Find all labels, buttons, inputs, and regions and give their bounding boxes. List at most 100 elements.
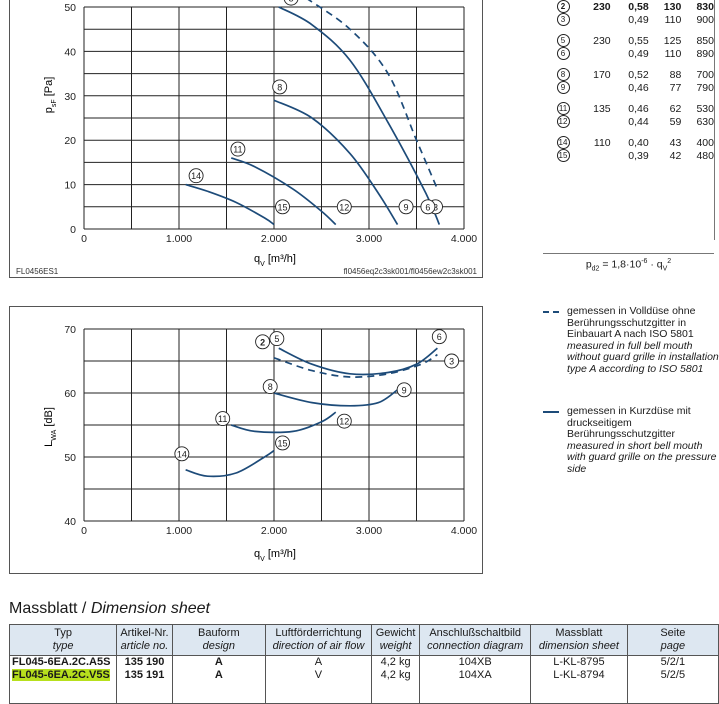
- current-cell: 0,58: [628, 0, 649, 13]
- speed-cell: 830: [696, 0, 714, 13]
- table-row: 12 0,44 59 630: [548, 115, 714, 128]
- current-cell: 0,46: [628, 102, 649, 115]
- svg-text:3: 3: [433, 202, 438, 212]
- current-cell: 0,55: [628, 34, 649, 47]
- sound-x-tick-label: 3.000: [356, 525, 382, 537]
- power-cell: 110: [664, 47, 682, 60]
- column-header: Massblatt dimension sheet: [530, 624, 628, 656]
- pressure-marker-5: 5: [283, 0, 299, 6]
- table-border: [714, 0, 715, 240]
- sound-x-tick-label: 0: [81, 525, 87, 537]
- table-row: 8 170 0,52 88 700: [548, 68, 714, 81]
- pressure-y-tick-label: 30: [64, 91, 76, 103]
- voltage-cell: [578, 13, 611, 26]
- current-cell: 0,46: [628, 81, 649, 94]
- column-header: Bauform design: [171, 624, 266, 656]
- sound-y-tick-label: 40: [64, 516, 76, 528]
- power-cell: 43: [669, 136, 682, 149]
- pressure-y-tick-label: 20: [64, 135, 76, 147]
- pressure-x-axis-label: qV [m³/h]: [254, 253, 296, 268]
- pressure-y-tick-label: 50: [64, 2, 76, 14]
- speed-cell: 480: [696, 149, 714, 162]
- voltage-cell: 110: [593, 136, 611, 149]
- voltage-cell: 230: [593, 34, 611, 47]
- svg-text:11: 11: [233, 145, 242, 155]
- pressure-curve-3: [307, 0, 439, 190]
- operating-point-id: 9: [548, 81, 578, 94]
- table-row: 6 0,49 110 890: [548, 47, 714, 60]
- dimension-sheet-title: Massblatt / Dimension sheet: [9, 600, 210, 617]
- svg-text:5: 5: [274, 334, 279, 344]
- current-cell: 0,39: [628, 149, 649, 162]
- pressure-curve-5: [278, 6, 441, 225]
- dashed-line-swatch: [543, 311, 559, 313]
- svg-text:2: 2: [260, 337, 265, 347]
- sound-chart: 0 1.000 2.000 3.000 4.000 40 50 60 70 2 3 5 6 8 9 11 12…: [43, 324, 477, 563]
- pressure-x-tick-label: 3.000: [356, 233, 382, 245]
- sound-chart-panel: 0 1.000 2.000 3.000 4.000 40 50 60 70 2 3 5 6 8 9 11 12…: [9, 306, 483, 574]
- power-cell: 88: [669, 68, 682, 81]
- svg-text:8: 8: [268, 382, 273, 392]
- speed-cell: 630: [696, 115, 714, 128]
- sound-marker-15: 15: [275, 435, 290, 451]
- column-header: Seite page: [626, 624, 719, 656]
- pressure-marker-15: 15: [275, 199, 290, 215]
- operating-point-id: 12: [548, 115, 578, 128]
- legend-dashed-en: measured in full bell mouth without guar…: [567, 339, 719, 375]
- power-cell: 42: [669, 149, 682, 162]
- sound-x-tick-label: 2.000: [261, 525, 287, 537]
- svg-text:12: 12: [339, 417, 349, 427]
- power-cell: 110: [664, 13, 682, 26]
- power-cell: 59: [669, 115, 682, 128]
- current-cell: 0,40: [628, 136, 649, 149]
- sound-y-axis-label: LWA [dB]: [43, 407, 58, 447]
- current-cell: 0,49: [628, 47, 649, 60]
- current-cell: 0,44: [628, 115, 649, 128]
- svg-text:5: 5: [289, 0, 294, 4]
- svg-text:14: 14: [177, 449, 187, 459]
- sound-marker-6: 6: [431, 329, 447, 345]
- table-row: FL045-6EA.2C.A5S FL045-6EA.2C.V5S 135 190 1…: [8, 655, 719, 704]
- pressure-x-tick-label: 1.000: [166, 233, 192, 245]
- type-cell: FL045-6EA.2C.A5S FL045-6EA.2C.V5S: [8, 655, 118, 704]
- sound-marker-11: 11: [215, 411, 231, 427]
- operating-point-id: 14: [548, 136, 578, 149]
- table-row: 11 135 0,46 62 530: [548, 102, 714, 115]
- pressure-curve-14: [185, 183, 275, 226]
- pressure-curve-8: [273, 99, 399, 226]
- pressure-x-tick-label: 4.000: [451, 233, 477, 245]
- pressure-x-tick-label: 2.000: [261, 233, 287, 245]
- sound-y-tick-label: 50: [64, 452, 76, 464]
- power-cell: 130: [663, 0, 682, 13]
- legend-solid: gemessen in Kurzdüse mit druckseitigem B…: [543, 405, 719, 475]
- legend-solid-en: measured in short bell mouth with guard …: [567, 439, 717, 475]
- article-cell: 135 190 135 191: [116, 655, 173, 704]
- voltage-cell: 135: [593, 102, 611, 115]
- legend-solid-de: gemessen in Kurzdüse mit druckseitigem B…: [567, 405, 691, 440]
- speed-cell: 900: [696, 13, 714, 26]
- column-header: Typ type: [8, 624, 118, 656]
- column-header: Artikel-Nr. article no.: [116, 624, 173, 656]
- weight-cell: 4,2 kg 4,2 kg: [370, 655, 421, 704]
- page-cell: 5/2/1 5/2/5: [626, 655, 719, 704]
- table-row: 14 110 0,40 43 400: [548, 136, 714, 149]
- legend-dashed-de: gemessen in Volldüse ohne Berührungsschu…: [567, 305, 696, 340]
- svg-text:11: 11: [218, 414, 227, 424]
- speed-cell: 700: [696, 68, 714, 81]
- sound-marker-3: 3: [444, 353, 460, 369]
- svg-text:6: 6: [425, 202, 430, 212]
- sound-curve-11: [231, 411, 337, 434]
- pressure-marker-14: 14: [188, 168, 204, 184]
- svg-text:15: 15: [278, 438, 288, 448]
- sound-marker-12: 12: [336, 413, 352, 429]
- legend-dashed: gemessen in Volldüse ohne Berührungsschu…: [543, 305, 719, 375]
- svg-text:15: 15: [278, 202, 288, 212]
- svg-text:8: 8: [277, 82, 282, 92]
- sound-marker-8: 8: [262, 379, 278, 395]
- table-row: 5 230 0,55 125 850: [548, 34, 714, 47]
- pressure-marker-9: 9: [398, 199, 414, 215]
- diagram-cell: 104XB 104XA: [419, 655, 532, 704]
- dynamic-pressure-formula: pd2 = 1,8·10-6 · qV2: [585, 258, 672, 273]
- svg-text:3: 3: [449, 357, 454, 367]
